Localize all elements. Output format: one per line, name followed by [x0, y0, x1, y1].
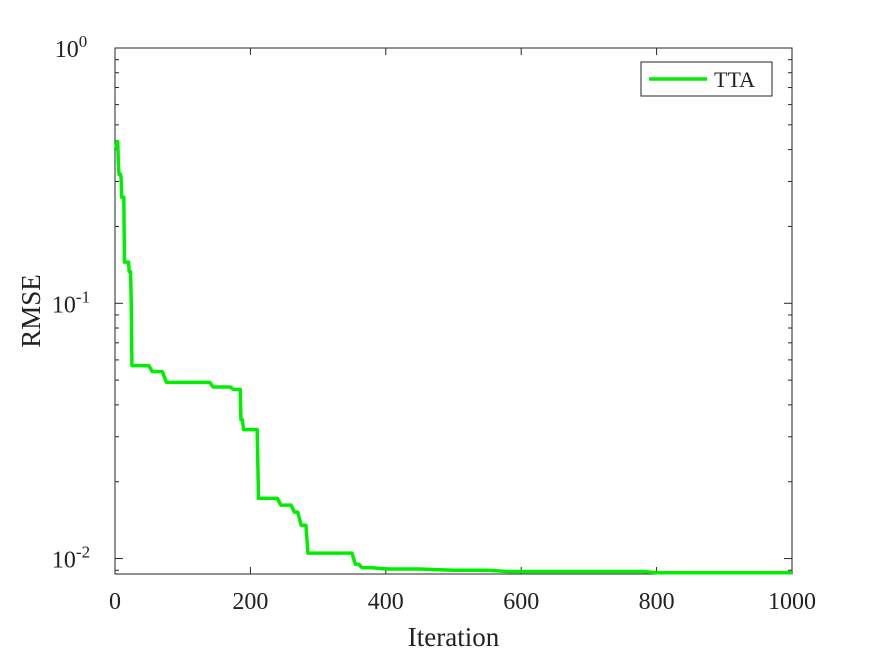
x-axis-label: Iteration: [408, 622, 500, 652]
x-axis-ticks: 0 200 400 600 800 1000: [109, 48, 816, 615]
x-tick-label: 200: [232, 589, 268, 615]
plot-box: [114, 47, 793, 575]
y-axis-ticks: 100 10-1 10-2: [52, 32, 792, 574]
y-tick-label: 100: [55, 32, 88, 63]
series-layer: [113, 139, 792, 575]
y-tick-label: 10-2: [52, 543, 90, 574]
x-tick-label: 0: [109, 589, 121, 615]
legend-label: TTA: [714, 67, 755, 92]
x-tick-label: 400: [368, 589, 404, 615]
x-tick-label: 1000: [768, 589, 816, 615]
y-tick-label: 10-1: [52, 287, 90, 318]
x-tick-label: 800: [639, 589, 675, 615]
x-tick-label: 600: [503, 589, 539, 615]
y-axis-label: RMSE: [16, 274, 46, 348]
legend: TTA: [640, 61, 773, 97]
series-line-tta: [113, 139, 792, 575]
plot-frame: [114, 47, 793, 575]
